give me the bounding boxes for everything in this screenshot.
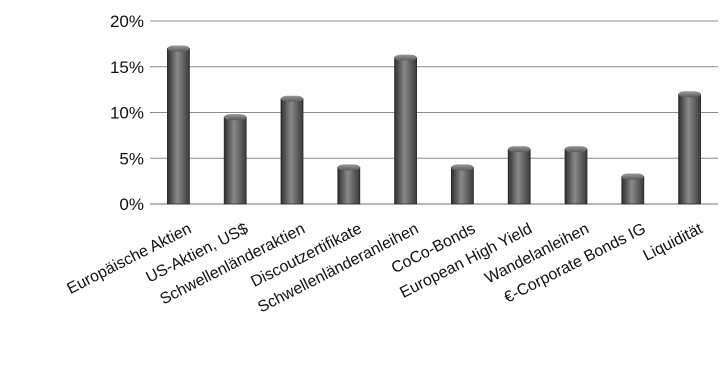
bar [678, 91, 701, 205]
bar-body [678, 93, 701, 205]
bar [166, 45, 190, 205]
bar-cap [621, 173, 644, 180]
bar-cap [337, 164, 360, 171]
bar-cap [678, 91, 701, 98]
bar [621, 173, 645, 205]
bar [394, 54, 418, 205]
bar [450, 164, 474, 205]
bar [564, 146, 588, 205]
y-tick-label: 0% [119, 195, 144, 214]
bar-body [394, 57, 418, 205]
bar-body [280, 98, 304, 205]
bar [507, 146, 531, 205]
bars [166, 45, 701, 205]
y-tick-label: 20% [110, 12, 144, 31]
bar-body [450, 166, 474, 205]
bar-cap [451, 164, 474, 171]
bar-cap [508, 146, 531, 153]
bar-cap [167, 45, 190, 52]
y-tick-label: 5% [119, 149, 144, 168]
bar [223, 114, 247, 205]
bar-cap [394, 54, 417, 61]
bar-body [337, 166, 361, 205]
bar-cap [565, 146, 587, 153]
y-tick-label: 10% [110, 104, 144, 123]
y-axis-ticks: 0% 5% 10% 15% 20% [110, 12, 144, 214]
x-category-label: Liquidität [641, 220, 706, 264]
bar-body [507, 148, 531, 205]
bar [337, 164, 361, 205]
bar-body [564, 148, 588, 205]
y-tick-label: 15% [110, 58, 144, 77]
bar-body [166, 48, 190, 205]
bar-body [223, 116, 247, 205]
bar [280, 95, 304, 205]
bar-cap [224, 114, 247, 121]
bar-body [621, 176, 645, 205]
bar-cap [281, 95, 303, 102]
